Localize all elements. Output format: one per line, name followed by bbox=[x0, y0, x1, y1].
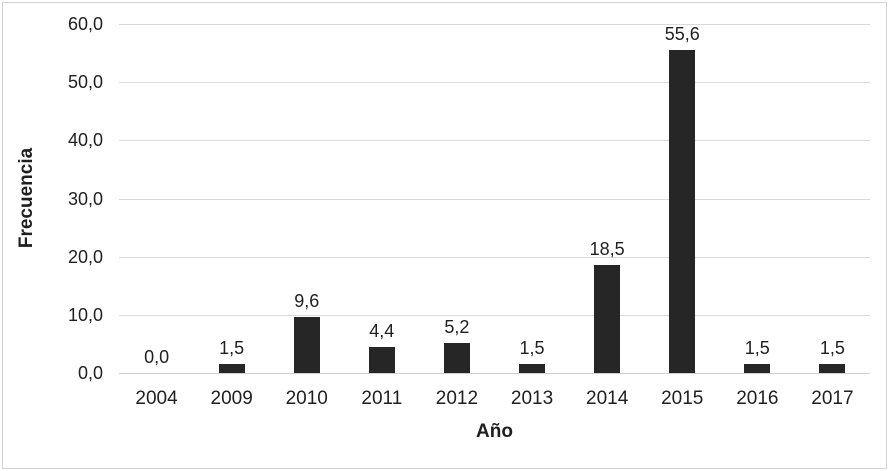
gridline bbox=[119, 198, 870, 200]
x-tick-label: 2011 bbox=[361, 388, 403, 409]
bar-value-label: 1,5 bbox=[219, 338, 245, 359]
y-tick-label: 0,0 bbox=[77, 363, 103, 383]
gridline bbox=[119, 256, 870, 258]
bar-2009 bbox=[218, 364, 245, 373]
x-axis-title: Año bbox=[476, 421, 513, 442]
bar-value-label: 18,5 bbox=[589, 239, 625, 260]
bar-value-label: 5,2 bbox=[444, 316, 470, 337]
x-tick-label: 2015 bbox=[661, 388, 704, 409]
x-tick-label: 2014 bbox=[586, 388, 629, 409]
x-tick-label: 2016 bbox=[736, 388, 779, 409]
bar-2016 bbox=[744, 364, 771, 373]
x-tick-label: 2009 bbox=[210, 388, 253, 409]
gridline bbox=[119, 140, 870, 142]
bar-2014 bbox=[594, 265, 621, 373]
bar-2017 bbox=[819, 364, 846, 373]
bar-2010 bbox=[293, 317, 320, 373]
bar-value-label: 1,5 bbox=[519, 338, 545, 359]
bar-value-label: 0,0 bbox=[144, 347, 170, 367]
y-tick-label: 60,0 bbox=[67, 14, 103, 34]
bar-value-label: 1,5 bbox=[819, 338, 845, 359]
bar-2015 bbox=[669, 49, 696, 373]
x-tick-label: 2012 bbox=[435, 388, 479, 409]
bar-2012 bbox=[443, 342, 470, 373]
x-tick-label: 2017 bbox=[811, 388, 854, 409]
gridline bbox=[119, 82, 870, 84]
bar-2011 bbox=[368, 347, 395, 373]
gridline bbox=[119, 24, 870, 25]
x-axis-line bbox=[119, 373, 870, 374]
y-tick-label: 50,0 bbox=[67, 72, 103, 93]
y-tick-label: 20,0 bbox=[67, 246, 103, 267]
x-tick-label: 2004 bbox=[135, 388, 178, 409]
bar-value-label: 55,6 bbox=[664, 23, 700, 44]
bar-2013 bbox=[519, 364, 545, 373]
bar-value-label: 1,5 bbox=[744, 338, 770, 359]
bar-value-label: 4,4 bbox=[369, 321, 395, 342]
bar-value-label: 9,6 bbox=[294, 291, 320, 312]
y-tick-label: 40,0 bbox=[67, 130, 103, 151]
gridline bbox=[119, 314, 870, 316]
x-tick-label: 2013 bbox=[510, 388, 554, 409]
x-tick-label: 2010 bbox=[285, 388, 328, 409]
y-tick-label: 10,0 bbox=[67, 304, 103, 325]
y-tick-label: 30,0 bbox=[67, 188, 103, 209]
